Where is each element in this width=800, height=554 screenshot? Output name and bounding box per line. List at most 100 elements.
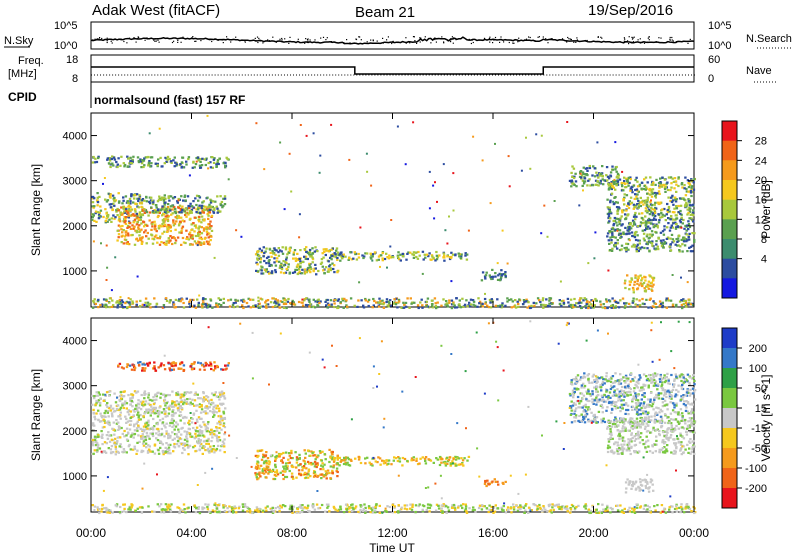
echo-cell (674, 214, 677, 217)
echo-cell (412, 251, 416, 254)
nave-dot (458, 74, 460, 76)
colorbar-title: Power [dB] (759, 180, 773, 239)
nave-dot (124, 74, 126, 76)
nsearch-dot (631, 38, 634, 40)
echo-cell (265, 262, 268, 265)
echo-cell (161, 451, 165, 454)
nsearch-dot (214, 38, 216, 40)
echo-cell (209, 445, 212, 448)
echo-cell (377, 456, 380, 459)
echo-cell (651, 276, 654, 279)
echo-cell (260, 458, 264, 461)
echo-cell (219, 203, 222, 206)
echo-cell (659, 231, 663, 234)
nave-dot (576, 74, 578, 76)
echo-cell (163, 395, 167, 398)
echo-cell (170, 364, 173, 367)
echo-cell (116, 229, 119, 232)
echo-cell (658, 378, 662, 381)
echo-cell (320, 258, 324, 261)
echo-cell (596, 180, 599, 183)
echo-cell (663, 242, 666, 245)
echo-cell (669, 237, 672, 240)
nave-top-tick: 60 (708, 54, 720, 66)
echo-cell (650, 199, 652, 202)
echo-cell (327, 250, 330, 253)
echo-cell (137, 434, 140, 437)
echo-cell (659, 216, 662, 219)
echo-cell (440, 461, 443, 464)
echo-cell (275, 260, 278, 263)
echo-cell (647, 280, 651, 283)
echo-cell (153, 425, 156, 428)
echo-cell (361, 254, 364, 257)
echo-cell (156, 200, 160, 203)
echo-cell (324, 266, 328, 269)
echo-cell (271, 454, 274, 457)
echo-cell (192, 222, 195, 225)
echo-cell (607, 269, 610, 272)
echo-cell (288, 271, 292, 274)
echo-cell (609, 249, 612, 252)
echo-cell (222, 204, 225, 207)
echo-cell (304, 255, 308, 258)
echo-cell (419, 301, 422, 304)
echo-cell (169, 421, 172, 425)
echo-cell (197, 397, 200, 400)
echo-cell (321, 450, 324, 453)
echo-cell (193, 304, 196, 307)
echo-cell (638, 408, 641, 411)
echo-cell (292, 253, 295, 256)
echo-cell (393, 456, 396, 459)
echo-cell (688, 183, 691, 186)
echo-cell (436, 301, 439, 304)
echo-cell (177, 428, 180, 431)
echo-cell (650, 230, 654, 233)
echo-cell (124, 234, 128, 237)
echo-cell (190, 298, 193, 302)
echo-cell (120, 445, 123, 449)
echo-cell (198, 233, 201, 236)
echo-cell (264, 250, 267, 253)
nave-dot (374, 74, 376, 76)
echo-cell (643, 289, 647, 293)
echo-cell (667, 205, 671, 209)
echo-cell (93, 424, 96, 427)
echo-cell (113, 392, 116, 395)
echo-cell (192, 200, 195, 203)
echo-cell (572, 306, 575, 309)
echo-cell (625, 250, 628, 253)
echo-cell (397, 301, 400, 304)
nsearch-dot (643, 42, 646, 44)
echo-cell (263, 460, 266, 463)
echo-cell (130, 195, 133, 198)
echo-cell (118, 445, 121, 448)
nsearch-dot (472, 41, 474, 44)
echo-cell (166, 206, 170, 209)
echo-cell (652, 300, 655, 303)
echo-cell (256, 250, 259, 253)
echo-cell (131, 405, 134, 408)
echo-cell (222, 297, 225, 300)
echo-cell (399, 253, 402, 256)
echo-cell (169, 224, 172, 227)
echo-cell (640, 246, 644, 249)
nave-dot (573, 74, 575, 76)
echo-cell (212, 369, 215, 372)
echo-cell (168, 394, 171, 397)
echo-cell (91, 205, 94, 208)
echo-cell (257, 299, 260, 302)
echo-cell (121, 212, 125, 215)
nsearch-dot (512, 42, 514, 44)
echo-cell (342, 253, 345, 256)
echo-cell (115, 442, 118, 445)
echo-cell (217, 407, 221, 410)
echo-cell (606, 235, 609, 238)
echo-cell (211, 156, 214, 159)
echo-cell (254, 472, 257, 475)
nsearch-dot (513, 42, 515, 44)
echo-cell (265, 247, 268, 250)
echo-cell (614, 228, 617, 231)
echo-cell (187, 238, 191, 241)
echo-cell (199, 243, 203, 246)
